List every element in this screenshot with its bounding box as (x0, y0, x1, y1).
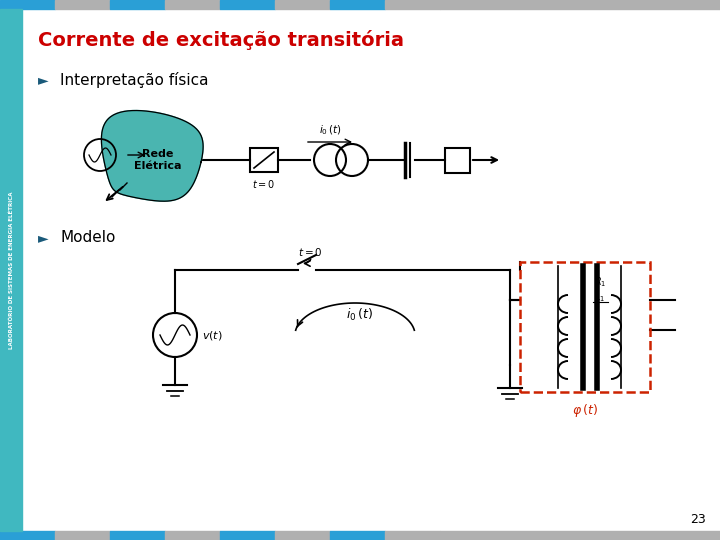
Bar (250, 148, 278, 172)
Bar (55, 531, 110, 540)
Bar (275, 531, 330, 540)
Bar (220, 0, 275, 9)
Text: $v(t)$: $v(t)$ (202, 328, 222, 341)
Text: ►: ► (38, 73, 49, 87)
Bar (275, 0, 330, 9)
Bar (385, 531, 440, 540)
Text: Modelo: Modelo (60, 231, 115, 246)
Text: $t=0$: $t=0$ (297, 246, 323, 258)
Bar (0, 0, 55, 9)
Text: $t=0$: $t=0$ (252, 178, 276, 190)
Bar (165, 0, 220, 9)
Text: $L_1$: $L_1$ (595, 290, 606, 304)
Bar (0, 531, 55, 540)
Text: $\varphi\,(t)$: $\varphi\,(t)$ (572, 402, 598, 419)
Bar (0, 9, 22, 531)
Text: Corrente de excitação transitória: Corrente de excitação transitória (38, 30, 404, 50)
Bar (445, 148, 470, 173)
Bar (440, 531, 720, 540)
Text: Interpretação física: Interpretação física (60, 72, 209, 88)
Text: 23: 23 (690, 513, 706, 526)
Text: LABORATÓRIO DE SISTEMAS DE ENERGIA ELÉTRICA: LABORATÓRIO DE SISTEMAS DE ENERGIA ELÉTR… (9, 191, 14, 349)
Bar (110, 0, 165, 9)
Text: $i_0\,(t)$: $i_0\,(t)$ (319, 124, 341, 137)
Bar (220, 531, 275, 540)
Bar (385, 0, 440, 9)
Bar (330, 531, 385, 540)
Text: Rede
Elétrica: Rede Elétrica (134, 149, 181, 171)
Text: $i_0\,(t)$: $i_0\,(t)$ (346, 307, 374, 323)
Text: $R_1$: $R_1$ (594, 275, 606, 289)
Bar (440, 0, 720, 9)
Bar (165, 531, 220, 540)
Text: ►: ► (38, 231, 49, 245)
Bar (55, 0, 110, 9)
Bar (110, 531, 165, 540)
Polygon shape (102, 111, 203, 201)
Bar (330, 0, 385, 9)
